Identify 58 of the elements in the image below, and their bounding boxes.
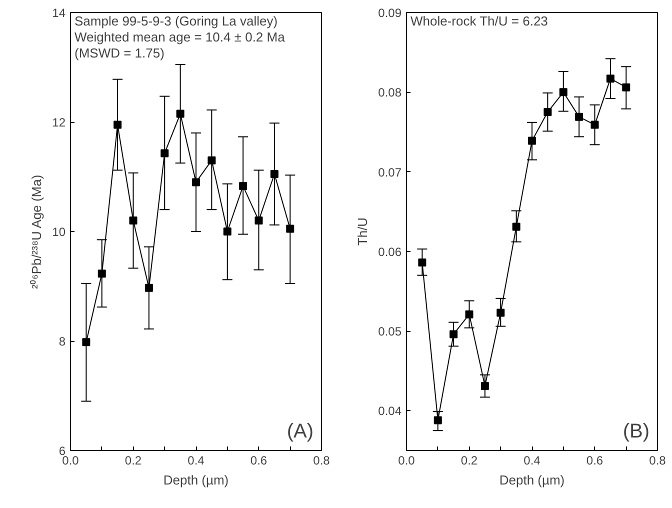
x-axis-title: Depth (µm) xyxy=(163,472,229,488)
point xyxy=(98,270,106,278)
x-tick-label: 0.4 xyxy=(524,454,541,468)
annotation: (A) xyxy=(286,420,314,442)
point xyxy=(254,216,263,225)
y-tick-label: 0.06 xyxy=(378,244,402,259)
point xyxy=(418,258,426,267)
point xyxy=(559,88,568,96)
point xyxy=(622,83,630,92)
x-axis-title: Depth (µm) xyxy=(499,472,565,488)
x-tick-label: 0.8 xyxy=(649,454,666,468)
point xyxy=(286,224,294,233)
point xyxy=(434,416,442,424)
y-tick-label: 0.07 xyxy=(378,165,402,180)
point xyxy=(496,308,505,317)
annotation: (B) xyxy=(622,420,650,442)
point xyxy=(606,74,614,83)
point xyxy=(544,108,552,116)
x-tick-label: 0.0 xyxy=(398,454,416,468)
point xyxy=(512,222,520,231)
point xyxy=(465,310,474,318)
point xyxy=(528,136,536,145)
y-tick-label: 0.05 xyxy=(378,324,402,339)
x-tick-label: 0.6 xyxy=(250,454,268,468)
x-tick-label: 0.0 xyxy=(62,454,80,468)
x-tick-label: 0.8 xyxy=(313,454,330,468)
point xyxy=(160,149,169,158)
x-tick-label: 0.4 xyxy=(188,454,205,468)
point xyxy=(590,120,599,129)
point xyxy=(176,110,184,118)
y-tick-label: 0.04 xyxy=(378,404,402,418)
x-tick-label: 0.2 xyxy=(460,454,478,468)
point xyxy=(208,156,216,164)
point xyxy=(239,182,248,190)
point xyxy=(144,284,153,292)
x-tick-label: 0.2 xyxy=(124,454,142,468)
annotation: Whole-rock Th/U = 6.23 xyxy=(410,14,548,28)
point xyxy=(129,216,138,225)
x-tick-label: 0.6 xyxy=(586,454,604,468)
y-axis-title: ²⁰⁶Pb/²³⁸U Age (Ma) xyxy=(29,174,44,289)
point xyxy=(450,330,458,338)
point xyxy=(192,178,200,186)
annotation: (MSWD = 1.75) xyxy=(74,46,164,60)
point xyxy=(575,112,584,121)
y-tick-label: 8 xyxy=(58,334,66,348)
point xyxy=(114,120,122,129)
point xyxy=(270,170,278,178)
point xyxy=(223,228,232,236)
point xyxy=(480,382,489,390)
annotation: Sample 99-5-9-3 (Goring La valley) xyxy=(74,14,278,28)
point xyxy=(82,338,90,346)
annotation: Weighted mean age = 10.4 ± 0.2 Ma xyxy=(74,30,286,44)
y-tick-label: 0.09 xyxy=(378,6,402,20)
y-tick-label: 0.08 xyxy=(378,86,402,100)
y-tick-label: 10 xyxy=(52,225,66,239)
y-axis-title: Th/U xyxy=(355,217,370,246)
y-tick-label: 14 xyxy=(52,6,66,20)
y-tick-label: 12 xyxy=(52,116,66,130)
